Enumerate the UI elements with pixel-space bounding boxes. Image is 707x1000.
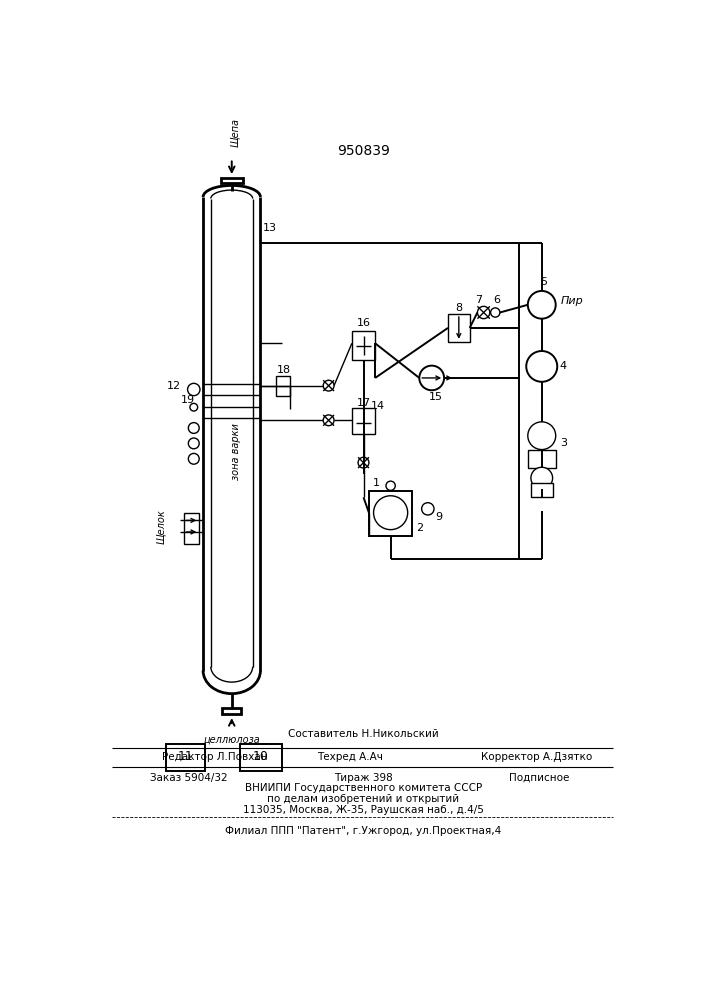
Circle shape [358, 457, 369, 468]
Text: по делам изобретений и открытий: по делам изобретений и открытий [267, 794, 460, 804]
Text: 950839: 950839 [337, 144, 390, 158]
Text: 1: 1 [373, 478, 380, 488]
Text: 9: 9 [435, 512, 443, 522]
Text: Тираж 398: Тираж 398 [334, 773, 393, 783]
Circle shape [190, 403, 198, 411]
Circle shape [188, 423, 199, 433]
Bar [369, 491, 412, 536]
Circle shape [188, 453, 199, 464]
Bar [448, 314, 469, 342]
Text: Корректор А.Дзятко: Корректор А.Дзятко [481, 752, 592, 762]
Bar [166, 744, 204, 771]
Text: Заказ 5904/32: Заказ 5904/32 [151, 773, 228, 783]
Circle shape [419, 366, 444, 390]
Bar [276, 376, 290, 396]
Text: 2: 2 [416, 523, 423, 533]
Text: 16: 16 [356, 318, 370, 328]
Bar [223, 708, 241, 714]
Text: 4: 4 [560, 361, 567, 371]
Circle shape [528, 291, 556, 319]
Bar [531, 483, 553, 497]
Text: 6: 6 [493, 295, 501, 305]
Text: 14: 14 [370, 401, 385, 411]
Text: Составитель Н.Никольский: Составитель Н.Никольский [288, 729, 439, 739]
Circle shape [531, 467, 553, 489]
Text: Подписное: Подписное [508, 773, 569, 783]
Text: 12: 12 [167, 381, 181, 391]
Circle shape [477, 306, 490, 319]
Text: 18: 18 [276, 365, 291, 375]
Text: Щелок: Щелок [156, 509, 166, 544]
Text: зона варки: зона варки [231, 423, 241, 480]
Bar [352, 331, 375, 360]
Circle shape [323, 380, 334, 391]
Text: 7: 7 [475, 295, 483, 305]
Circle shape [187, 383, 200, 396]
Text: целлюлоза: целлюлоза [204, 735, 260, 745]
Circle shape [528, 422, 556, 450]
Text: Техред А.Ач: Техред А.Ач [317, 752, 383, 762]
Text: 15: 15 [428, 392, 443, 402]
Circle shape [373, 496, 408, 530]
Circle shape [526, 351, 557, 382]
Text: 17: 17 [356, 398, 370, 408]
Bar [184, 513, 199, 544]
Text: Щепа: Щепа [230, 118, 240, 147]
Text: ВНИИПИ Государственного комитета СССР: ВНИИПИ Государственного комитета СССР [245, 783, 482, 793]
Text: 113035, Москва, Ж-35, Раушская наб., д.4/5: 113035, Москва, Ж-35, Раушская наб., д.4… [243, 805, 484, 815]
Text: 3: 3 [560, 438, 567, 448]
Bar [352, 408, 375, 434]
Text: 10: 10 [252, 750, 269, 763]
Text: 8: 8 [455, 303, 462, 313]
Text: Пир: Пир [561, 296, 584, 306]
Text: 19: 19 [180, 395, 194, 405]
Text: 11: 11 [177, 750, 193, 763]
Circle shape [386, 481, 395, 490]
Text: Редактор Л.Повхан: Редактор Л.Повхан [162, 752, 268, 762]
Circle shape [421, 503, 434, 515]
Text: Филиал ППП "Патент", г.Ужгород, ул.Проектная,4: Филиал ППП "Патент", г.Ужгород, ул.Проек… [226, 826, 502, 836]
Circle shape [491, 308, 500, 317]
Circle shape [188, 438, 199, 449]
Text: 5: 5 [541, 277, 548, 287]
Bar [221, 178, 243, 183]
Circle shape [323, 415, 334, 426]
Text: 13: 13 [263, 223, 276, 233]
Bar [240, 744, 282, 771]
Bar [528, 450, 556, 468]
